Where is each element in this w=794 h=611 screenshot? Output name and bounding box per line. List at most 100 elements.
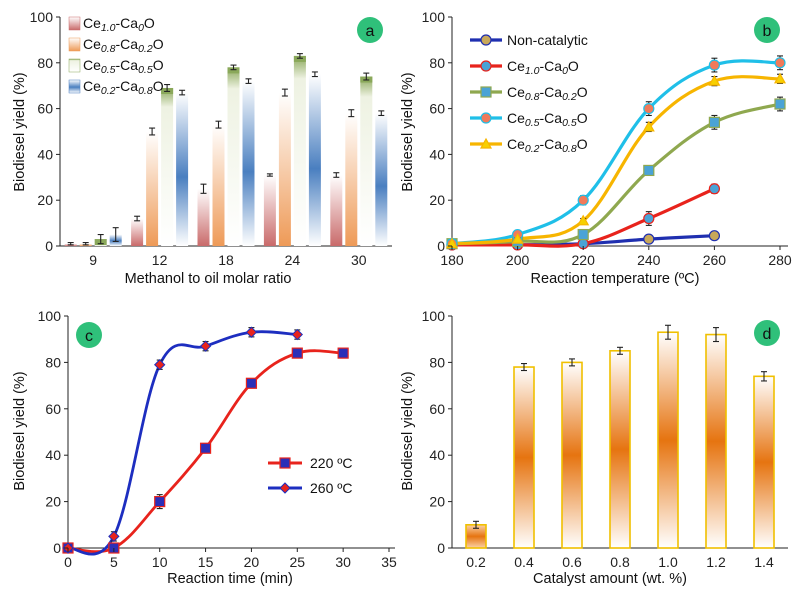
panel-c-point	[291, 347, 303, 359]
panel-b-xtick-label: 200	[506, 252, 530, 268]
panel-a-legend-label: Ce0.8-Ca0.2O	[83, 36, 164, 55]
panel-a-legend-swatch	[68, 37, 81, 52]
panel-c-point	[199, 340, 212, 352]
panel-b-legend-label: Non-catalytic	[507, 32, 588, 48]
panel-a-bar-cap	[293, 55, 306, 62]
panel-b-legend: Non-catalyticCe1.0-Ca0OCe0.8-Ca0.2OCe0.5…	[470, 32, 588, 155]
panel-b-ytick-label: 60	[429, 101, 445, 117]
panel-a-bar	[308, 74, 321, 246]
panel-d-ytick-label: 20	[429, 494, 445, 510]
panel-b-legend-label-part: -Ca	[540, 58, 563, 74]
panel-d-ytick-label: 60	[429, 401, 445, 417]
panel-a-bar	[176, 92, 189, 246]
panel-b-badge	[754, 17, 780, 43]
panel-d-bar	[561, 361, 583, 549]
panel-b-point	[642, 120, 655, 132]
panel-c-xtick-label: 30	[335, 554, 351, 570]
panel-b-ytick-label: 100	[422, 9, 446, 25]
panel-a-errorbar	[266, 173, 273, 177]
panel-d-bars	[465, 324, 775, 549]
panel-d-errorbar	[665, 324, 671, 340]
panel-a-ytick-label: 60	[37, 101, 53, 117]
panel-a-legend-label-part: O	[153, 78, 164, 94]
panel-a-legend-swatch	[68, 79, 81, 94]
panel-b-xtick-label: 180	[440, 252, 464, 268]
panel-a-errorbar	[134, 215, 141, 222]
panel-d-xtick-label: 0.8	[610, 554, 630, 570]
panel-c-xtick-label: 25	[289, 554, 305, 570]
panel-a-legend-label-part: O	[153, 36, 164, 52]
panel-c-ytick-label: 40	[45, 447, 61, 463]
panel-a-legend-swatch	[68, 58, 81, 73]
panel-a-legend-label-part: -Ca	[116, 15, 139, 31]
panel-b-legend-marker	[479, 137, 493, 149]
panel-b-ytick-label: 80	[429, 55, 445, 71]
panel-a-bar	[360, 76, 373, 246]
panel-b-legend-label: Ce1.0-Ca0O	[507, 58, 579, 77]
panel-c-ytick-label: 100	[38, 308, 62, 324]
panel-a-legend-label-part: O	[153, 57, 164, 73]
panel-a-legend-label-part: Ce	[83, 15, 101, 31]
panel-b-xtick-label: 260	[703, 252, 727, 268]
panel-a-ytick-label: 80	[37, 55, 53, 71]
panel-a-errorbar	[296, 53, 303, 59]
panel-c-legend-marker	[279, 482, 291, 494]
panel-a-errorbar	[164, 84, 171, 92]
panel-c-ytick-label: 0	[53, 540, 61, 556]
panel-a-badge-label: a	[366, 23, 375, 40]
panel-b-point	[643, 102, 655, 115]
panel-b-legend-label-part: 0.2	[562, 91, 577, 103]
panel-b-legend-label-part: Non-catalytic	[507, 32, 588, 48]
panel-d-ytick-label: 0	[437, 540, 445, 556]
panel-d-xlabel: Catalyst amount (wt. %)	[533, 571, 687, 587]
panel-a-xlabel: Methanol to oil molar ratio	[125, 271, 292, 287]
panel-a-ylabel: Biodiesel yield (%)	[12, 72, 28, 191]
panel-b-point	[511, 232, 524, 244]
panel-d-xtick-label: 0.6	[562, 554, 582, 570]
panel-b-xtick-label: 240	[637, 252, 661, 268]
panel-b-legend-marker	[480, 60, 492, 72]
panel-c-series	[62, 326, 349, 556]
panel-c-point	[291, 328, 303, 341]
panel-b-point	[774, 98, 786, 110]
panel-d-bar	[753, 375, 775, 549]
panel-b-ytick-label: 20	[429, 192, 445, 208]
panel-c-legend-label: 220 ºC	[310, 455, 352, 471]
panel-c-point	[199, 442, 212, 454]
panel-a-ticks: 0 20 40 60 80 100 9 12 18 24 30	[30, 9, 367, 268]
panel-a-legend-label: Ce0.5-Ca0.5O	[83, 57, 164, 76]
panel-a-errorbar	[112, 227, 119, 242]
panel-b-legend-label-part: 0.2	[525, 143, 540, 155]
panel-c-ticks: 0 20 40 60 80 100 0 5 10 15 20 25 30 35	[38, 308, 397, 570]
panel-b-legend-label-part: -Ca	[540, 136, 563, 152]
panel-a-errorbar	[378, 110, 385, 117]
panel-b-legend-marker	[480, 86, 492, 98]
panel-c-legend-marker	[279, 457, 291, 469]
panel-a-legend: Ce1.0-Ca0OCe0.8-Ca0.2OCe0.5-Ca0.5OCe0.2-…	[68, 15, 164, 97]
panel-a-bar	[242, 81, 255, 247]
panel-b-legend-label-part: -Ca	[540, 84, 563, 100]
panel-c-legend-label: 260 ºC	[310, 480, 352, 496]
panel-b: 0 20 40 60 80 100 180 200 220 240 260 280 Reaction …	[400, 9, 792, 287]
panel-c-ytick-label: 60	[45, 401, 61, 417]
panel-c-badge	[76, 322, 102, 348]
panel-b-legend-label-part: O	[577, 110, 588, 126]
panel-c-point	[108, 530, 120, 543]
panel-b-legend-label-part: Ce	[507, 58, 525, 74]
panel-c-xtick-label: 35	[381, 554, 397, 570]
panel-b-legend-label-part: O	[577, 84, 588, 100]
panel-a-legend-label-part: 0.8	[101, 43, 116, 55]
panel-c-ytick-label: 20	[45, 494, 61, 510]
panel-a-errorbar	[348, 109, 355, 118]
panel-a-ytick-label: 0	[45, 238, 53, 254]
panel-a-xtick-label: 24	[285, 252, 301, 268]
panel-d-errorbar	[617, 346, 623, 355]
panel-a-legend-label-part: 0.5	[101, 64, 116, 76]
panel-a-legend-label-part: Ce	[83, 57, 101, 73]
panel-a-xtick-label: 18	[218, 252, 234, 268]
panel-b-legend-label-part: 0	[562, 65, 568, 77]
panel-a-bar	[263, 175, 276, 246]
panel-b-xlabel: Reaction temperature (ºC)	[531, 271, 700, 287]
panel-b-point	[577, 194, 589, 206]
panel-a-errorbar	[149, 127, 156, 136]
